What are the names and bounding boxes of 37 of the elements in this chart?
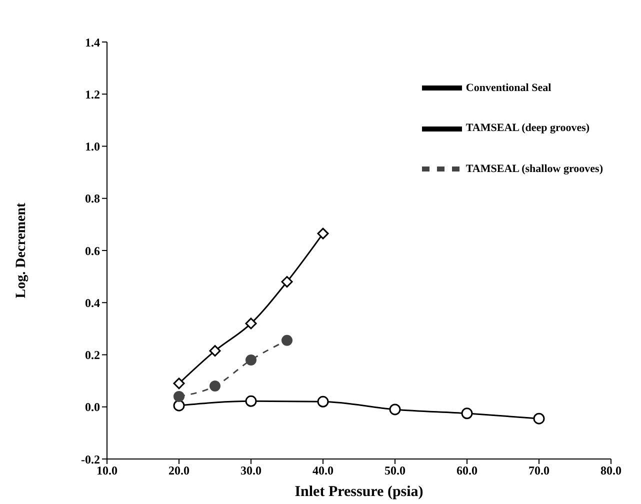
point — [173, 378, 185, 390]
y-tick-label: 1.4 — [85, 35, 100, 50]
x-tick-label: 10.0 — [96, 464, 118, 478]
y-tick-label: -0.2 — [81, 452, 100, 466]
y-tick-label: 1.0 — [85, 140, 100, 154]
x-tick-label: 50.0 — [384, 464, 406, 478]
point — [173, 400, 185, 412]
point — [533, 412, 545, 424]
x-tick-label: 70.0 — [528, 464, 550, 478]
point — [389, 404, 401, 416]
point — [317, 228, 329, 240]
y-tick-label: 0.6 — [85, 244, 100, 258]
x-tick-label: 60.0 — [456, 464, 478, 478]
legend-label: Conventional Seal — [466, 82, 552, 94]
point — [245, 395, 257, 407]
point — [461, 408, 473, 420]
y-tick-label: 1.2 — [85, 87, 100, 102]
x-tick-label: 20.0 — [168, 464, 190, 478]
y-tick-label: 0.4 — [85, 296, 100, 310]
y-tick-label: 0.8 — [85, 192, 100, 206]
x-tick-label: 40.0 — [312, 464, 334, 478]
x-tick-label: 30.0 — [240, 464, 262, 478]
point — [317, 396, 329, 408]
y-tick-label: 0.0 — [85, 400, 100, 414]
point — [282, 334, 292, 346]
point — [209, 345, 221, 357]
y-tick-label: 0.2 — [85, 348, 100, 362]
point — [246, 354, 256, 366]
legend-label: TAMSEAL (shallow grooves) — [466, 162, 603, 175]
point — [281, 276, 293, 288]
x-axis-title: Inlet Pressure (psia) — [294, 484, 424, 500]
x-tick-label: 80.0 — [600, 464, 622, 478]
point — [174, 390, 184, 402]
point — [245, 318, 257, 330]
legend-label: TAMSEAL (deep grooves) — [466, 122, 590, 134]
point — [210, 380, 220, 392]
y-axis-title: Log. Decrement — [14, 202, 29, 298]
